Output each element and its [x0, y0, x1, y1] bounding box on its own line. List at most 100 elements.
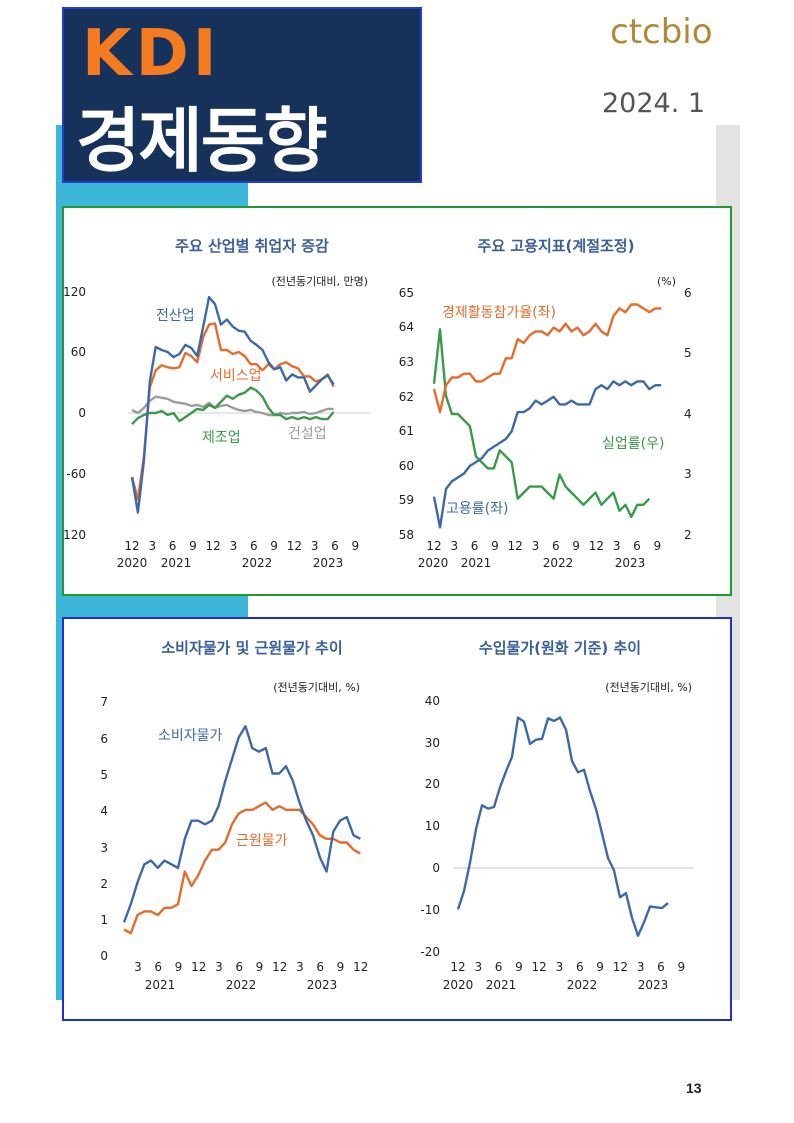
c1-xtick: 12: [287, 539, 302, 553]
c2-label-participation: 경제활동참가율(좌): [442, 305, 556, 321]
c4-xtick: 6: [576, 960, 584, 974]
c1-xtick: 6: [169, 539, 177, 553]
c1-xtick: 12: [206, 539, 221, 553]
c3-ytick: 1: [100, 913, 108, 927]
c4-xtick: 3: [637, 960, 645, 974]
c2-ytick: 58: [399, 528, 414, 542]
chart3-y-axis: 7 6 5 4 3 2 1 0: [100, 695, 108, 963]
c1-line-manufacturing: [131, 386, 335, 426]
chart2-x-axis: 12 3 6 9 12 3 6 9 12 3 6 9: [426, 539, 661, 553]
report-date: 2024. 1: [602, 88, 706, 119]
c2-ytick: 65: [399, 286, 414, 300]
c4-xtick: 9: [515, 960, 523, 974]
kdi-logo-text: KDI: [82, 17, 221, 91]
c3-xtick: 3: [134, 960, 142, 974]
chart2-y-axis-left: 65 64 63 62 61 60 59 58: [399, 286, 414, 542]
chart2-title: 주요 고용지표(계절조정): [478, 237, 635, 255]
c3-year: 2022: [226, 978, 257, 992]
c4-ytick: -20: [420, 945, 440, 959]
ctcbio-logo: ctcbio: [610, 12, 713, 52]
c2-ytick: 63: [399, 355, 414, 369]
chart4-unit: (전년동기대비, %): [605, 681, 692, 694]
c1-xtick: 3: [148, 539, 156, 553]
c3-xtick: 12: [272, 960, 287, 974]
c3-xtick: 6: [235, 960, 243, 974]
c2-label-unemployment: 실업률(우): [602, 436, 664, 452]
c3-year: 2021: [145, 978, 176, 992]
c3-xtick: 9: [256, 960, 264, 974]
c2-ytick: 61: [399, 424, 414, 438]
c2-xtick: 9: [491, 539, 499, 553]
c4-ytick: 30: [425, 736, 440, 750]
c4-xtick: 12: [532, 960, 547, 974]
c1-year: 2020: [117, 556, 148, 570]
c3-ytick: 5: [100, 768, 108, 782]
c2-ytick-right: 3: [684, 467, 692, 481]
c4-xtick: 12: [613, 960, 628, 974]
c1-ytick: -60: [66, 467, 86, 481]
chart2-lines: [432, 303, 662, 529]
c4-year: 2022: [567, 978, 598, 992]
c4-ytick: 20: [425, 777, 440, 791]
chart4-x-axis: 12 3 6 9 12 3 6 9 12 3 6 9: [450, 960, 685, 974]
c1-xtick: 9: [270, 539, 278, 553]
c2-xtick: 12: [589, 539, 604, 553]
c4-xtick: 12: [450, 960, 465, 974]
c1-ytick: -120: [64, 528, 86, 542]
c4-xtick: 9: [596, 960, 604, 974]
c2-ytick: 62: [399, 390, 414, 404]
c2-ytick-right: 5: [684, 346, 692, 360]
c4-xtick: 9: [677, 960, 685, 974]
c4-ytick: 10: [425, 819, 440, 833]
c2-xtick: 12: [426, 539, 441, 553]
chart1-x-axis: 12 3 6 9 12 3 6 9 12 3 6 9: [124, 539, 359, 553]
c1-xtick: 12: [124, 539, 139, 553]
prices-panel: 소비자물가 및 근원물가 추이 (전년동기대비, %) 7 6 5 4 3 2 …: [62, 617, 732, 1021]
c2-xtick: 12: [508, 539, 523, 553]
chart3-years: 2021 2022 2023: [145, 978, 338, 992]
c4-year: 2020: [443, 978, 474, 992]
c2-xtick: 3: [532, 539, 540, 553]
c2-xtick: 6: [471, 539, 479, 553]
c1-xtick: 9: [189, 539, 197, 553]
c4-ytick: 40: [425, 694, 440, 708]
c3-label-cpi: 소비자물가: [158, 728, 223, 744]
c2-year: 2023: [615, 556, 646, 570]
c2-xtick: 6: [552, 539, 560, 553]
chart3-x-axis: 3 6 9 12 3 6 9 12 3 6 9 12: [134, 960, 368, 974]
price-charts: 소비자물가 및 근원물가 추이 (전년동기대비, %) 7 6 5 4 3 2 …: [100, 639, 694, 992]
c3-xtick: 3: [215, 960, 223, 974]
c1-label-total: 전산업: [156, 308, 195, 324]
c2-xtick: 6: [633, 539, 641, 553]
chart3-unit: (전년동기대비, %): [273, 681, 360, 694]
c1-ytick: 120: [64, 285, 86, 299]
c2-year: 2020: [418, 556, 449, 570]
c3-xtick: 9: [175, 960, 183, 974]
c1-xtick: 3: [230, 539, 238, 553]
chart3-lines: [122, 725, 361, 935]
c3-xtick: 12: [191, 960, 206, 974]
c3-xtick: 9: [337, 960, 345, 974]
c3-line-core: [123, 801, 361, 935]
c1-label-services: 서비스업: [210, 368, 262, 384]
c2-line-employment-rate: [432, 380, 662, 529]
chart4-y-axis: 40 30 20 10 0 -10 -20: [420, 694, 440, 959]
c1-xtick: 6: [250, 539, 258, 553]
c4-xtick: 3: [474, 960, 482, 974]
chart1-title: 주요 산업별 취업자 증감: [175, 237, 329, 255]
c1-ytick: 60: [71, 345, 86, 359]
c1-line-total: [130, 295, 335, 514]
c1-xtick: 9: [351, 539, 359, 553]
page-number: 13: [686, 1080, 702, 1096]
c1-year: 2023: [313, 556, 344, 570]
c3-xtick: 6: [316, 960, 324, 974]
c4-year: 2021: [486, 978, 517, 992]
c2-xtick: 3: [450, 539, 458, 553]
chart1-years: 2020 2021 2022 2023: [117, 556, 344, 570]
chart2-y-axis-right: 6 5 4 3 2: [684, 286, 692, 542]
c2-ytick: 60: [399, 459, 414, 473]
chart3-title: 소비자물가 및 근원물가 추이: [161, 639, 342, 657]
c1-label-construction: 건설업: [288, 426, 327, 442]
c3-ytick: 0: [100, 949, 108, 963]
c4-xtick: 3: [556, 960, 564, 974]
